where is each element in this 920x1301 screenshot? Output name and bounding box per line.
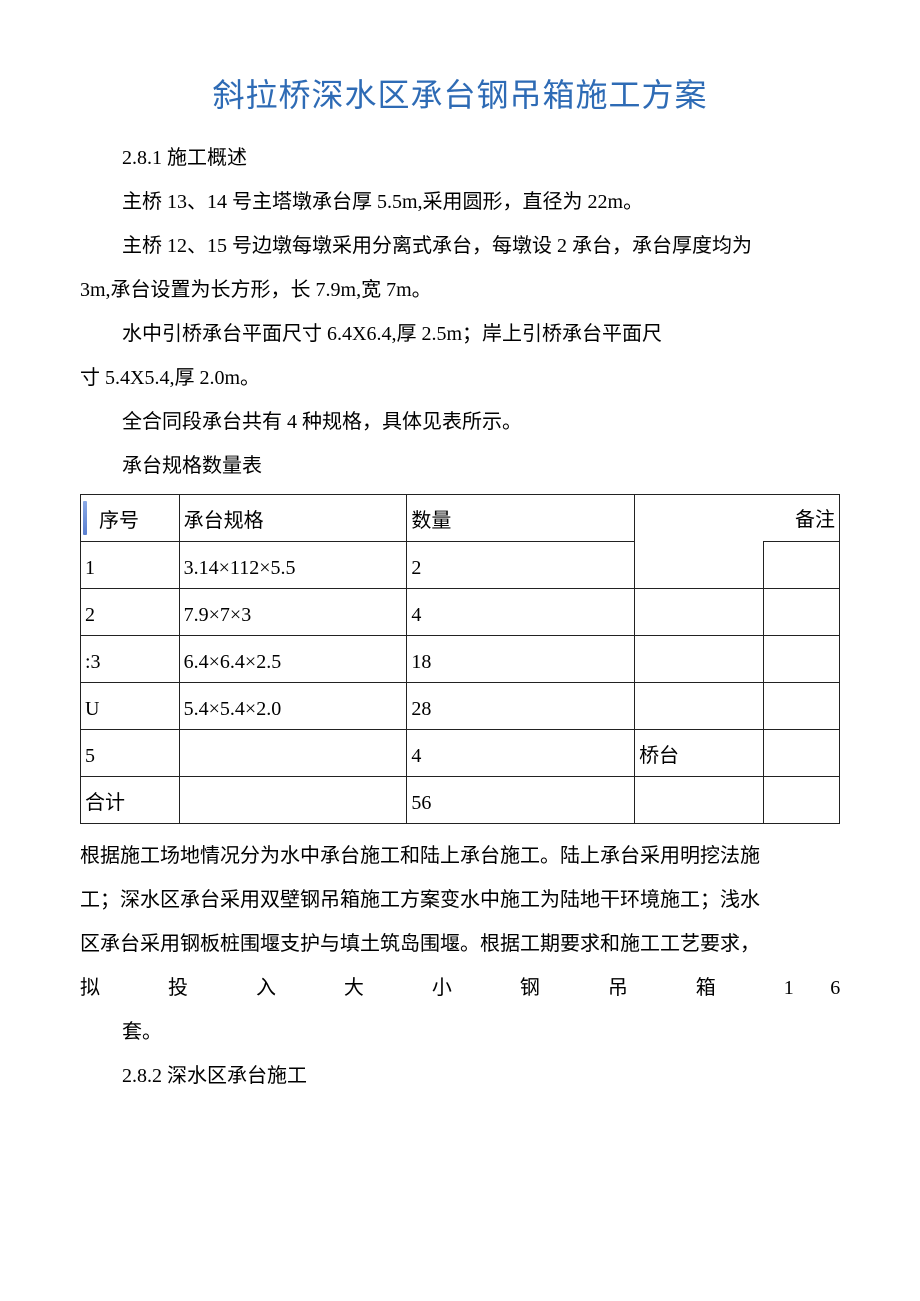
- header-seq: 序号: [81, 495, 180, 542]
- cell-spec: [179, 730, 407, 777]
- header-seq-label: 序号: [99, 510, 139, 532]
- para-main-bridge-12-15-a: 主桥 12、15 号边墩每墩采用分离式承台，每墩设 2 承台，承台厚度均为: [80, 224, 840, 268]
- cell-pad: [764, 777, 840, 824]
- table-row: 1 3.14×112×5.5 2: [81, 542, 840, 589]
- heading-2-8-1: 2.8.1 施工概述: [80, 136, 840, 180]
- table-header-row: 序号 承台规格 数量 备注: [81, 495, 840, 542]
- document-page: 斜拉桥深水区承台钢吊箱施工方案 2.8.1 施工概述 主桥 13、14 号主塔墩…: [0, 0, 920, 1158]
- cell-seq: 合计: [81, 777, 180, 824]
- cell-remark: [635, 542, 764, 589]
- para-water-bridge-a: 水中引桥承台平面尺寸 6.4X6.4,厚 2.5m；岸上引桥承台平面尺: [80, 312, 840, 356]
- para-after-5: 套。: [80, 1010, 840, 1054]
- cell-pad: [764, 542, 840, 589]
- cell-seq: :3: [81, 636, 180, 683]
- table-row: 2 7.9×7×3 4: [81, 589, 840, 636]
- header-qty: 数量: [407, 495, 635, 542]
- para-after-1: 根据施工场地情况分为水中承台施工和陆上承台施工。陆上承台采用明挖法施: [80, 834, 840, 878]
- cell-seq: U: [81, 683, 180, 730]
- cell-qty: 2: [407, 542, 635, 589]
- para-main-bridge-13-14: 主桥 13、14 号主塔墩承台厚 5.5m,采用圆形，直径为 22m。: [80, 180, 840, 224]
- cell-spec: 5.4×5.4×2.0: [179, 683, 407, 730]
- justified-char: 入: [256, 977, 307, 999]
- cell-spec: 6.4×6.4×2.5: [179, 636, 407, 683]
- cell-qty: 56: [407, 777, 635, 824]
- cell-qty: 4: [407, 730, 635, 777]
- heading-2-8-2: 2.8.2 深水区承台施工: [80, 1054, 840, 1098]
- table-row: U 5.4×5.4×2.0 28: [81, 683, 840, 730]
- table-caption: 承台规格数量表: [80, 444, 840, 488]
- para-after-3: 区承台采用钢板桩围堰支护与填土筑岛围堰。根据工期要求和施工工艺要求，: [80, 922, 840, 966]
- justified-char: 钢: [520, 977, 571, 999]
- cursor-bar-icon: [83, 501, 87, 535]
- cell-spec: 3.14×112×5.5: [179, 542, 407, 589]
- cell-pad: [764, 589, 840, 636]
- para-water-bridge-b: 寸 5.4X5.4,厚 2.0m。: [80, 356, 840, 400]
- header-remark: 备注: [635, 495, 840, 542]
- cell-qty: 4: [407, 589, 635, 636]
- cell-pad: [764, 636, 840, 683]
- justified-char: 大: [344, 977, 395, 999]
- cell-remark: [635, 589, 764, 636]
- justified-char: 1: [784, 977, 794, 999]
- cell-remark: [635, 636, 764, 683]
- justified-char: 6: [830, 977, 840, 999]
- cell-qty: 28: [407, 683, 635, 730]
- cell-seq: 5: [81, 730, 180, 777]
- justified-char: 拟: [80, 977, 131, 999]
- cell-spec: [179, 777, 407, 824]
- cell-remark: [635, 683, 764, 730]
- justified-char: 小: [432, 977, 483, 999]
- table-row-total: 合计 56: [81, 777, 840, 824]
- cell-seq: 2: [81, 589, 180, 636]
- justified-char: 投: [168, 977, 219, 999]
- cell-spec: 7.9×7×3: [179, 589, 407, 636]
- table-row: :3 6.4×6.4×2.5 18: [81, 636, 840, 683]
- justified-char: 箱: [696, 977, 747, 999]
- para-contract-specs: 全合同段承台共有 4 种规格，具体见表所示。: [80, 400, 840, 444]
- para-after-2: 工；深水区承台采用双壁钢吊箱施工方案变水中施工为陆地干环境施工；浅水: [80, 878, 840, 922]
- para-after-4-justified: 拟 投 入 大 小 钢 吊 箱 1 6: [80, 966, 840, 1010]
- cell-remark: 桥台: [635, 730, 764, 777]
- page-title: 斜拉桥深水区承台钢吊箱施工方案: [80, 70, 840, 116]
- para-main-bridge-12-15-b: 3m,承台设置为长方形，长 7.9m,宽 7m。: [80, 268, 840, 312]
- cell-qty: 18: [407, 636, 635, 683]
- spec-table: 序号 承台规格 数量 备注 1 3.14×112×5.5 2 2 7.9×7×3…: [80, 494, 840, 824]
- cell-pad: [764, 683, 840, 730]
- cell-seq: 1: [81, 542, 180, 589]
- table-row: 5 4 桥台: [81, 730, 840, 777]
- justified-char: 吊: [608, 977, 659, 999]
- cell-pad: [764, 730, 840, 777]
- header-spec: 承台规格: [179, 495, 407, 542]
- cell-remark: [635, 777, 764, 824]
